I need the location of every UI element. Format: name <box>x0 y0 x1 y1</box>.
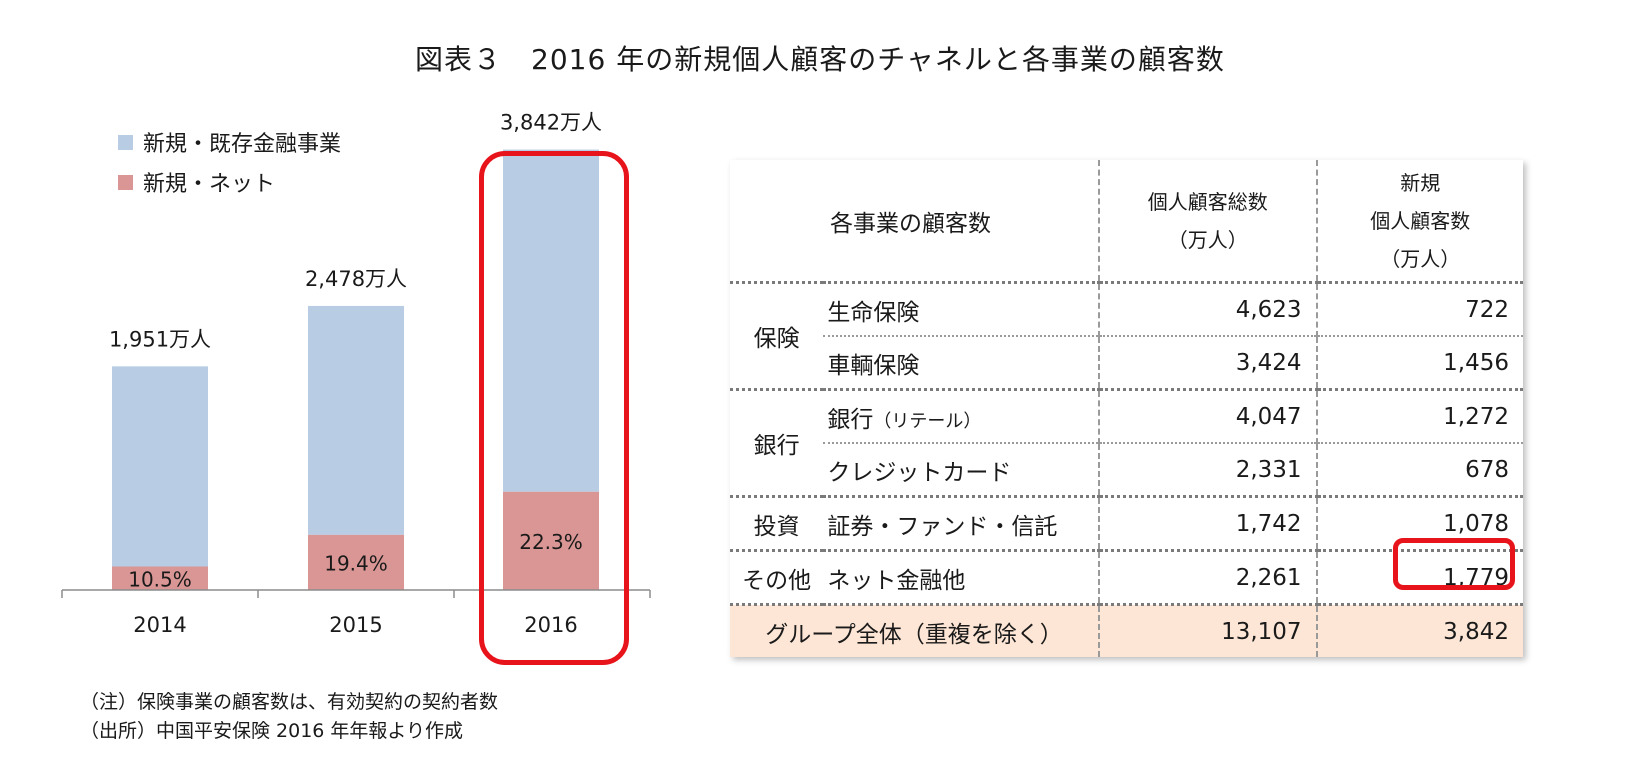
row-total: 4,047 <box>1098 388 1317 443</box>
bar-segment-existing <box>308 305 404 535</box>
header-item: 各事業の顧客数 <box>830 210 991 237</box>
x-tick-label: 2016 <box>524 613 577 637</box>
net-share-label: 22.3% <box>519 530 583 554</box>
bar-segment-existing <box>112 366 208 567</box>
row-new: 678 <box>1315 442 1523 497</box>
legend-item-net: 新規・ネット <box>118 162 341 202</box>
group-label-bank: 銀行 <box>730 388 824 497</box>
table-total-row: グループ全体（重複を除く） 13,107 3,842 <box>730 603 1523 657</box>
table-row: 銀行 銀行（リテール） 4,047 1,272 <box>730 388 1523 497</box>
net-share-label: 10.5% <box>128 567 192 591</box>
legend-label-net: 新規・ネット <box>143 172 276 197</box>
table-row: 車輌保険 3,424 1,456 <box>730 335 1523 390</box>
table-row: クレジットカード 2,331 678 <box>730 442 1523 497</box>
bar-segment-net <box>308 534 404 590</box>
bar-segment-existing <box>503 149 599 492</box>
source-line: （出所）中国平安保険 2016 年年報より作成 <box>80 720 464 742</box>
row-total: 1,742 <box>1098 495 1317 551</box>
row-item-name: 銀行 <box>827 406 874 433</box>
table-row: その他 ネット金融他 2,261 1,779 <box>730 549 1523 605</box>
highlight-1779-box <box>1393 538 1515 590</box>
header-total: 個人顧客総数 （万人） <box>1098 160 1317 283</box>
customer-table: 各事業の顧客数 個人顧客総数 （万人） 新規 個人顧客数 （万人） 保険 生命保… <box>730 160 1523 657</box>
highlight-2016-box <box>479 151 629 665</box>
group-label-other: その他 <box>730 549 824 605</box>
total-row-new: 3,842 <box>1315 603 1523 657</box>
total-row-label: グループ全体（重複を除く） <box>730 603 1099 657</box>
header-new-line: 新規 <box>1400 170 1441 195</box>
chart-legend: 新規・既存金融事業 新規・ネット <box>118 122 341 202</box>
x-tick-label: 2015 <box>329 613 382 637</box>
bar-segment-net <box>112 566 208 590</box>
bar-total-label: 3,842万人 <box>500 111 602 135</box>
header-total-line: 個人顧客総数 <box>1147 189 1268 214</box>
row-item: ネット金融他 <box>823 549 1099 605</box>
header-new-line: 個人顧客数 <box>1370 208 1471 233</box>
row-new: 1,272 <box>1315 388 1523 443</box>
table-header-row: 各事業の顧客数 個人顧客総数 （万人） 新規 個人顧客数 （万人） <box>730 160 1523 283</box>
bar-total-label: 2,478万人 <box>305 267 407 291</box>
row-new: 722 <box>1315 281 1523 336</box>
row-item: 生命保険 <box>823 281 1099 336</box>
row-item-note: （リテール） <box>873 410 982 432</box>
row-item: 車輌保険 <box>823 335 1099 390</box>
total-row-total: 13,107 <box>1098 603 1317 657</box>
legend-label-existing: 新規・既存金融事業 <box>143 132 342 157</box>
row-new: 1,456 <box>1315 335 1523 390</box>
group-label-insurance: 保険 <box>730 281 824 390</box>
legend-swatch-net <box>118 174 133 190</box>
row-item: クレジットカード <box>823 442 1099 497</box>
x-tick-label: 2014 <box>133 613 186 637</box>
net-share-label: 19.4% <box>324 551 388 575</box>
row-total: 4,623 <box>1098 281 1317 336</box>
row-item: 証券・ファンド・信託 <box>823 495 1099 551</box>
page-title: 図表３ 2016 年の新規個人顧客のチャネルと各事業の顧客数 <box>415 43 1225 76</box>
row-total: 2,331 <box>1098 442 1317 497</box>
header-new: 新規 個人顧客数 （万人） <box>1315 160 1523 283</box>
row-item: 銀行（リテール） <box>823 388 1099 443</box>
row-total: 3,424 <box>1098 335 1317 390</box>
bar-total-label: 1,951万人 <box>109 327 211 351</box>
legend-item-existing: 新規・既存金融事業 <box>118 122 341 162</box>
bar-segment-net <box>503 491 599 590</box>
header-new-line: （万人） <box>1380 246 1461 271</box>
group-label-investment: 投資 <box>730 495 824 551</box>
notes: （注）保険事業の顧客数は、有効契約の契約者数 （出所）中国平安保険 2016 年… <box>80 688 498 746</box>
row-total: 2,261 <box>1098 549 1317 605</box>
stacked-bar-chart: 10.5% 1,951万人 2014 19.4% 2,478万人 2015 22.3% 3,8… <box>61 111 651 637</box>
legend-swatch-existing <box>118 134 133 150</box>
note-line: （注）保険事業の顧客数は、有効契約の契約者数 <box>80 691 499 713</box>
table-row: 保険 生命保険 4,623 722 <box>730 281 1523 390</box>
header-total-line: （万人） <box>1167 227 1248 252</box>
